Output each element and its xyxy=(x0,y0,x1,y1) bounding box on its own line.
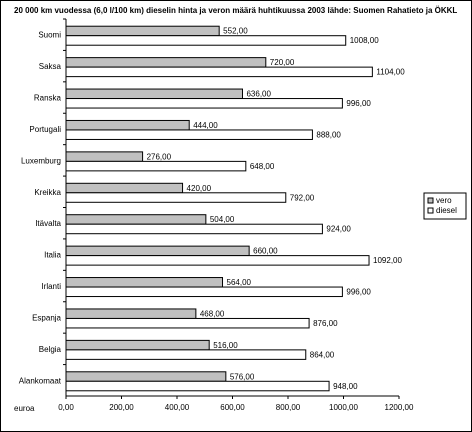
category-label: Italia xyxy=(44,251,61,260)
category-label: Suomi xyxy=(38,31,61,40)
data-label-vero: 720,00 xyxy=(270,58,295,67)
bar-vero xyxy=(65,119,190,131)
data-label-vero: 564,00 xyxy=(227,278,252,287)
data-label-diesel: 996,00 xyxy=(346,99,371,108)
bar-vero xyxy=(65,245,250,257)
data-label-vero: 660,00 xyxy=(253,247,278,256)
bar-diesel xyxy=(65,98,343,109)
x-tick-label: 600,00 xyxy=(220,403,245,412)
legend-box xyxy=(423,192,467,220)
legend-label-diesel: diesel xyxy=(436,206,457,215)
data-label-diesel: 648,00 xyxy=(250,162,275,171)
data-label-diesel: 996,00 xyxy=(346,288,371,297)
data-label-diesel: 1008,00 xyxy=(350,36,379,45)
bar-diesel xyxy=(65,160,247,172)
x-tick-label: 400,00 xyxy=(165,403,190,412)
category-label: Saksa xyxy=(39,62,62,71)
x-tick-label: 800,00 xyxy=(276,403,301,412)
bar-vero xyxy=(65,277,224,288)
category-label: Kreikka xyxy=(34,188,61,197)
x-tick-label: 1000,00 xyxy=(329,403,358,412)
bar-diesel xyxy=(65,286,343,298)
data-label-vero: 468,00 xyxy=(200,309,225,318)
bar-vero xyxy=(65,339,210,351)
bar-vero xyxy=(65,88,243,100)
data-label-diesel: 1104,00 xyxy=(376,68,405,77)
category-label: Luxemburg xyxy=(21,156,61,165)
bar-vero xyxy=(65,57,267,68)
category-label: Espanja xyxy=(32,313,61,322)
data-label-diesel: 864,00 xyxy=(310,350,335,359)
data-label-vero: 504,00 xyxy=(210,215,235,224)
bar-vero xyxy=(65,151,144,162)
data-label-diesel: 1092,00 xyxy=(373,256,402,265)
plot-area: 0,00 200,00 400,00 600,00 800,00 1000,00 1200,… xyxy=(19,18,414,412)
category-label: Ranska xyxy=(34,94,62,103)
data-label-diesel: 792,00 xyxy=(290,193,315,202)
bar-vero xyxy=(65,182,184,194)
legend-swatch-vero xyxy=(427,197,434,204)
bar-diesel xyxy=(65,129,313,140)
bar-diesel xyxy=(65,223,323,235)
bar-vero xyxy=(65,214,207,225)
bar-vero xyxy=(65,371,227,382)
data-label-diesel: 948,00 xyxy=(333,382,358,391)
bar-diesel xyxy=(65,66,373,78)
data-label-diesel: 876,00 xyxy=(313,319,338,328)
data-label-vero: 420,00 xyxy=(187,184,212,193)
chart-title: 20 000 km vuodessa (6,0 l/100 km) diesel… xyxy=(14,6,457,15)
bar-vero xyxy=(65,25,220,37)
data-label-vero: 444,00 xyxy=(193,121,218,130)
data-label-vero: 516,00 xyxy=(213,341,238,350)
category-label: Itävalta xyxy=(35,219,61,228)
x-tick-label: 0,00 xyxy=(58,403,74,412)
legend-label-vero: vero xyxy=(436,196,452,205)
x-tick-label: 1200,00 xyxy=(385,403,414,412)
category-label: Belgia xyxy=(39,345,62,354)
category-label: Alankomaat xyxy=(19,376,62,385)
bar-diesel xyxy=(65,317,310,329)
category-label: Portugali xyxy=(29,125,61,134)
bar-diesel xyxy=(65,255,370,266)
data-label-vero: 576,00 xyxy=(230,372,255,381)
bar-diesel xyxy=(65,192,287,203)
data-label-vero: 636,00 xyxy=(246,90,271,99)
data-label-diesel: 888,00 xyxy=(316,130,341,139)
data-label-diesel: 924,00 xyxy=(326,225,351,234)
x-axis-label: euroa xyxy=(14,404,35,413)
x-tick-label: 200,00 xyxy=(109,403,134,412)
legend-swatch-diesel xyxy=(427,207,434,214)
bar-vero xyxy=(65,308,197,319)
data-label-vero: 552,00 xyxy=(223,27,248,36)
bar-diesel xyxy=(65,380,330,392)
bar-diesel xyxy=(65,349,307,360)
data-label-vero: 276,00 xyxy=(147,152,172,161)
bar-diesel xyxy=(65,35,347,46)
category-label: Irlanti xyxy=(41,282,61,291)
